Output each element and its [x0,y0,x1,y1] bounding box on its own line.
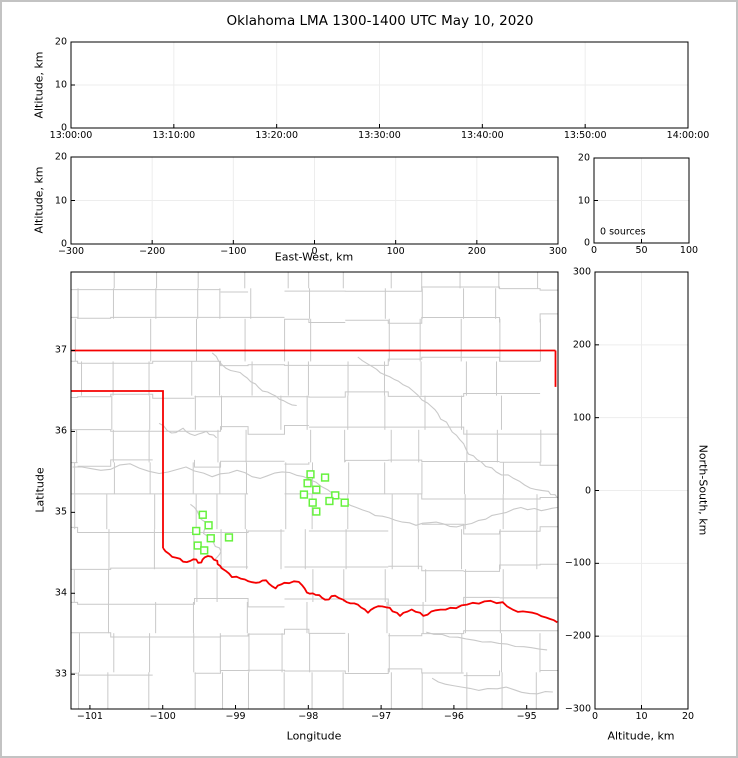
tick-label: 300 [572,266,591,278]
plot-title: Oklahoma LMA 1300-1400 UTC May 10, 2020 [226,13,534,29]
tick-label: 14:00:00 [666,130,710,141]
tick-label: 10 [54,194,67,206]
tick-label: 33 [54,668,67,680]
panel-border [70,271,559,710]
station-marker [331,491,340,500]
station-marker [340,498,349,507]
tick-label: 0 [590,245,598,256]
station-marker [206,534,215,543]
station-marker [308,498,317,507]
state-border-line [71,390,164,548]
tick-label: 37 [54,344,67,356]
county-line [71,628,558,638]
station-marker [193,541,202,550]
tick-label: 0 [60,122,67,134]
eastwest-xlabel: East-West, km [274,250,354,264]
tick-label: −100 [149,711,176,722]
tick-label: 13:00:00 [49,130,93,141]
station-marker [299,490,309,499]
tick-label: 50 [635,245,648,256]
tick-label: 0 [583,237,590,249]
tick-label: 34 [54,587,67,599]
county-line [71,313,558,324]
station-marker [192,526,201,536]
tick-label: −200 [139,246,166,257]
tick-label: 100 [386,246,405,257]
tick-label: 10 [635,711,648,722]
river-line [357,356,558,499]
state-border-line [162,547,558,624]
tick-label: 100 [572,411,591,423]
tick-label: −95 [516,711,537,722]
tick-label: −99 [225,711,246,722]
tick-label: 0 [60,238,67,250]
county-line [71,391,558,399]
tick-label: −97 [371,711,392,722]
tick-label: 200 [572,339,591,351]
station-marker [200,546,209,555]
nsalt-xlabel: Altitude, km [607,729,675,743]
station-marker [325,496,334,506]
tick-label: −100 [220,246,247,257]
timeheight-ylabel: Altitude, km [32,51,46,119]
tick-label: −96 [443,711,464,722]
tick-label: 10 [577,194,590,206]
tick-label: 20 [681,711,695,722]
tick-label: 0 [311,246,318,257]
county-line [71,596,558,608]
map-xlabel: Longitude [286,729,342,743]
tick-label: 13:30:00 [358,130,401,141]
station-marker [320,473,330,482]
tick-label: 13:10:00 [152,130,196,141]
county-line [71,357,558,365]
tick-label: 10 [54,79,67,91]
county-line [71,493,558,500]
tick-label: 13:20:00 [255,130,298,141]
tick-label: −101 [76,711,103,722]
county-line [71,563,558,573]
tick-label: 0 [591,711,599,722]
tick-label: −200 [564,630,591,642]
county-line [71,425,558,435]
county-line [71,668,558,677]
tick-label: −300 [57,246,85,257]
tick-label: 200 [467,246,486,257]
station-marker [312,507,321,516]
tick-label: 20 [577,152,590,164]
tick-label: 20 [54,36,67,48]
tick-label: −100 [564,557,591,569]
station-marker [306,470,315,479]
eastwest-ylabel: Altitude, km [32,166,46,234]
station-marker [204,521,213,530]
tick-label: 0 [584,484,591,496]
tick-label: 300 [548,246,568,257]
tick-label: 13:50:00 [563,130,607,141]
station-marker [303,479,312,488]
map-layer [71,272,558,709]
tick-label: 100 [679,245,699,256]
northsouth-ylabel: North-South, km [696,444,710,536]
station-marker [224,533,234,542]
tick-label: −98 [298,711,319,722]
map-ylabel: Latitude [33,467,47,513]
river-line [431,677,553,695]
tick-label: 36 [54,425,67,437]
station-marker [198,510,207,519]
tick-label: −300 [564,703,591,715]
tick-label: 35 [54,506,67,518]
tick-label: 20 [54,151,67,163]
county-line [71,523,558,535]
station-marker [312,485,321,494]
tick-label: 13:40:00 [460,130,504,141]
river-line [72,463,558,528]
sources-count-annotation: 0 sources [600,226,646,238]
river-line [211,352,297,407]
county-line [71,286,558,293]
river-line [158,422,217,439]
river-line [426,631,548,651]
